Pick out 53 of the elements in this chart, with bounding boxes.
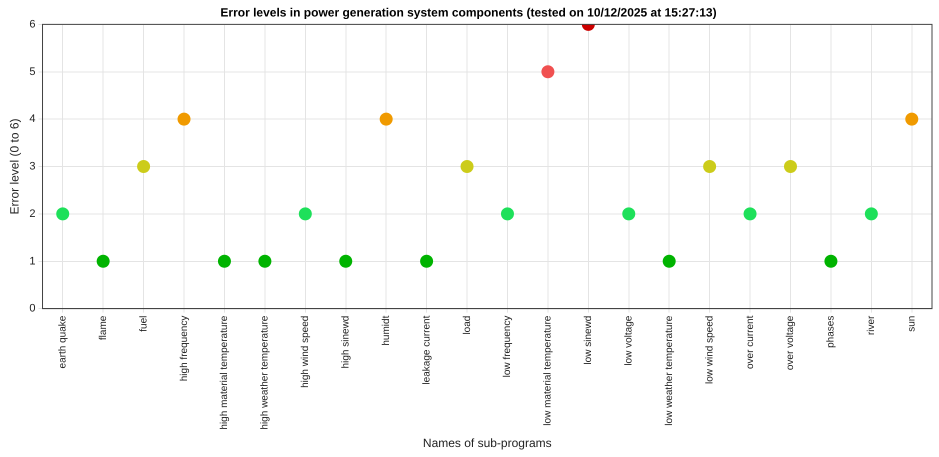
- x-tick-label: high frequency: [178, 316, 190, 382]
- point: [622, 207, 636, 220]
- point: [380, 112, 393, 126]
- point: [703, 160, 716, 174]
- y-tick-label: 5: [29, 66, 36, 78]
- x-tick-label: phases: [826, 316, 837, 348]
- x-tick-label: sun: [906, 316, 918, 332]
- x-tick-label: low frequency: [502, 316, 514, 378]
- y-tick-label: 3: [29, 160, 36, 173]
- x-tick-label: low material temperature: [542, 315, 554, 426]
- x-tick-label: low weather temperature: [664, 315, 675, 426]
- point: [460, 160, 474, 174]
- x-tick-label: flame: [98, 315, 109, 340]
- x-tick-label: high material temperature: [219, 315, 230, 430]
- x-tick-label: high weather temperature: [260, 315, 271, 430]
- x-tick-label: leakage current: [421, 315, 432, 385]
- x-axis-title: Names of sub-programs: [422, 436, 552, 450]
- y-tick-label: 1: [29, 255, 36, 268]
- x-tick-label: over voltage: [785, 315, 796, 370]
- chart-title: Error levels in power generation system components (tested on 10/12/2025 at 15:27:13): [220, 6, 717, 20]
- point: [864, 207, 878, 220]
- x-tick-label: humidt: [380, 315, 392, 346]
- point: [258, 254, 272, 268]
- point: [339, 254, 352, 268]
- y-axis-title: Error level (0 to 6): [8, 118, 22, 215]
- point: [784, 160, 797, 174]
- point: [744, 207, 757, 220]
- point: [178, 112, 191, 126]
- x-tick-label: low sinewd: [583, 316, 594, 365]
- point: [905, 112, 918, 126]
- point: [824, 254, 838, 268]
- y-tick-label: 6: [29, 18, 36, 30]
- x-tick-label: high sinewd: [340, 316, 352, 368]
- point: [500, 207, 514, 220]
- x-tick-label: load: [462, 316, 473, 335]
- point: [137, 160, 150, 174]
- point: [420, 254, 434, 268]
- y-tick-label: 4: [29, 113, 36, 126]
- y-tick-label: 2: [29, 208, 36, 220]
- y-tick-label: 0: [29, 302, 36, 315]
- x-tick-label: over current: [744, 315, 756, 370]
- x-tick-label: high wind speed: [300, 316, 312, 388]
- point: [662, 254, 676, 268]
- point: [218, 254, 231, 268]
- point: [298, 207, 312, 220]
- point: [96, 254, 110, 268]
- point: [56, 207, 70, 220]
- point: [541, 65, 554, 78]
- x-tick-label: earth quake: [57, 315, 68, 368]
- x-tick-label: low voltage: [624, 315, 635, 366]
- x-tick-label: river: [866, 314, 878, 336]
- x-tick-label: low wind speed: [704, 316, 716, 384]
- x-tick-label: fuel: [138, 316, 150, 332]
